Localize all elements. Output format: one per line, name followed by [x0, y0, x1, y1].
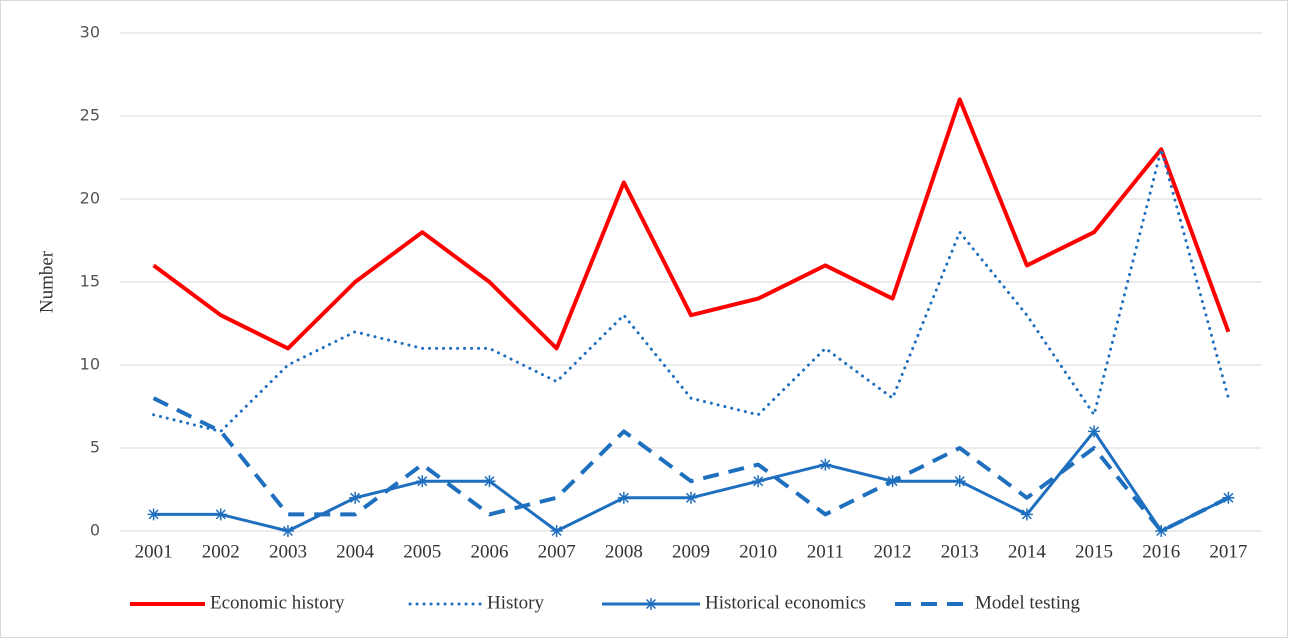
point-marker [281, 525, 294, 537]
marker-stroke [484, 476, 495, 487]
y-tick-label: 15 [80, 272, 100, 291]
x-tick-label: 2006 [470, 541, 508, 562]
x-tick-label: 2008 [605, 541, 643, 562]
legend-label: Model testing [975, 592, 1081, 613]
point-marker [349, 491, 362, 504]
x-tick-label: 2011 [807, 541, 844, 562]
point-marker [147, 508, 160, 521]
y-tick-label: 20 [80, 189, 100, 208]
x-tick-label: 2017 [1209, 541, 1247, 562]
y-tick-label: 25 [80, 106, 100, 125]
marker-stroke [954, 476, 965, 487]
x-tick-label: 2013 [941, 541, 979, 562]
marker-stroke [645, 598, 657, 610]
legend-label: Economic history [210, 592, 345, 613]
marker-stroke [685, 492, 697, 503]
x-tick-label: 2005 [403, 541, 441, 562]
point-marker [819, 458, 832, 471]
point-marker [752, 475, 765, 488]
point-marker [1088, 425, 1101, 438]
point-marker [685, 491, 697, 504]
marker-stroke [350, 492, 361, 503]
marker-stroke [282, 525, 293, 537]
x-tick-label: 2014 [1008, 541, 1047, 562]
marker-stroke [753, 476, 764, 487]
x-tick-label: 2007 [538, 541, 576, 562]
point-marker [617, 491, 630, 504]
point-marker [953, 475, 966, 488]
marker-stroke [417, 476, 428, 487]
point-marker [416, 475, 429, 488]
x-tick-label: 2015 [1075, 541, 1113, 562]
y-tick-label: 30 [80, 23, 100, 42]
legend-label: History [487, 592, 545, 613]
marker-stroke [618, 492, 629, 503]
marker-stroke [1089, 426, 1100, 437]
y-tick-label: 5 [90, 438, 100, 457]
legend-label: Historical economics [705, 592, 866, 613]
x-tick-label: 2009 [672, 541, 710, 562]
marker-stroke [820, 459, 831, 470]
x-tick-label: 2004 [336, 541, 375, 562]
x-tick-label: 2010 [739, 541, 777, 562]
x-tick-label: 2002 [202, 541, 240, 562]
x-tick-label: 2016 [1142, 541, 1180, 562]
marker-stroke [551, 525, 562, 537]
x-tick-label: 2001 [135, 541, 173, 562]
marker-stroke [1021, 509, 1032, 520]
marker-stroke [148, 509, 159, 520]
x-tick-label: 2012 [874, 541, 912, 562]
point-marker [550, 525, 563, 537]
marker-stroke [1156, 525, 1167, 537]
marker-stroke [215, 509, 226, 520]
point-marker [214, 508, 227, 521]
point-marker [1020, 508, 1033, 521]
series-line [152, 147, 1230, 433]
series-line [152, 97, 1231, 351]
x-tick-label: 2003 [269, 541, 307, 562]
y-tick-label: 10 [80, 355, 100, 374]
y-tick-label: 0 [90, 521, 100, 540]
series-line [152, 396, 1230, 533]
y-axis-label: Number [36, 250, 57, 313]
legend-marker [645, 598, 657, 610]
point-marker [483, 475, 496, 488]
